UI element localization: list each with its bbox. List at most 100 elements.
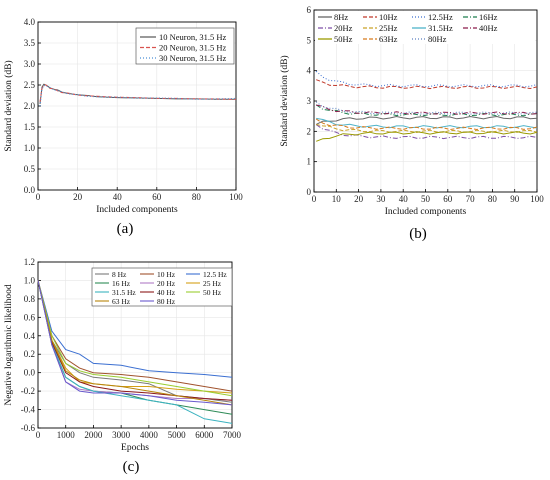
b-series-line-4 (315, 124, 538, 140)
c-legend-label-10: 80 Hz (157, 297, 176, 306)
c-legend-label-3: 16 Hz (112, 279, 131, 288)
b-legend-label-5: 25Hz (379, 23, 398, 33)
b-ytick-label-6: 6 (307, 5, 312, 15)
b-xtick-label-10: 100 (530, 194, 544, 204)
c-x-axis-label: Epochs (121, 443, 149, 453)
c-y-axis-label: Negative logarithmic likelihood (4, 284, 14, 406)
a-ytick-label-6: 3.0 (24, 59, 36, 69)
c-legend-label-1: 10 Hz (157, 270, 176, 279)
b-series-line-10 (315, 101, 538, 115)
c-xtick-label-0: 0 (36, 430, 41, 440)
c-legend-label-9: 63 Hz (112, 297, 131, 306)
c-series-line-8 (37, 280, 233, 397)
a-xtick-label-0: 0 (36, 192, 41, 202)
a-x-axis-label: Included components (96, 205, 178, 215)
b-xtick-label-3: 30 (376, 194, 386, 204)
c-panel-label: (c) (123, 459, 140, 475)
c-ytick-label-5: 0.4 (24, 331, 36, 341)
a-ytick-label-5: 2.5 (24, 80, 36, 90)
b-xtick-label-0: 0 (312, 194, 317, 204)
b-legend-label-9: 63Hz (379, 34, 398, 44)
a-ytick-label-0: 0.0 (24, 185, 36, 195)
b-series-line-9 (315, 118, 538, 131)
b-ytick-label-3: 3 (307, 96, 312, 106)
panel-b: 0 10 20 30 40 50 60 70 80 90 100 0 1 2 3 4 5 6 Included co… (279, 5, 544, 242)
c-series-line-9 (37, 280, 233, 406)
b-series-line-8 (316, 131, 538, 142)
c-legend-label-8: 50 Hz (203, 288, 222, 297)
a-panel-label: (a) (117, 221, 134, 237)
c-ytick-label-7: 0.8 (24, 294, 36, 304)
a-ytick-label-2: 1.0 (24, 143, 36, 153)
a-xtick-label-4: 80 (192, 192, 202, 202)
b-series-line-7 (316, 104, 538, 115)
b-xtick-label-9: 90 (510, 194, 520, 204)
c-ytick-label-8: 1.0 (24, 275, 36, 285)
b-legend-label-7: 40Hz (479, 23, 498, 33)
a-xtick-label-1: 20 (73, 192, 83, 202)
b-series-line-2 (315, 70, 538, 88)
b-series-line-1 (316, 79, 538, 90)
b-ytick-label-2: 2 (307, 126, 312, 136)
a-ytick-label-1: 0.5 (24, 164, 36, 174)
b-xtick-label-4: 40 (399, 194, 409, 204)
b-x-axis-label: Included components (385, 207, 467, 217)
b-xtick-label-2: 20 (354, 194, 364, 204)
b-xtick-label-7: 70 (466, 194, 476, 204)
c-series-line-7 (37, 280, 233, 401)
a-series-line-1 (39, 84, 237, 102)
a-ytick-label-7: 3.5 (24, 38, 36, 48)
a-ytick-label-8: 4.0 (24, 17, 36, 27)
c-legend-label-2: 12.5 Hz (203, 270, 227, 279)
c-series-line-1 (37, 280, 233, 392)
a-legend-label-2: 30 Neuron, 31.5 Hz (159, 53, 227, 63)
c-series-line-2 (37, 280, 233, 378)
b-legend-label-3: 16Hz (479, 12, 498, 22)
a-ytick-label-3: 1.5 (24, 122, 36, 132)
b-series-line-3 (315, 104, 538, 117)
c-xtick-label-2: 2000 (84, 430, 103, 440)
b-series-line-0 (315, 115, 538, 125)
c-legend-label-4: 20 Hz (157, 279, 176, 288)
b-y-axis-label: Standard deviation (dB) (279, 55, 290, 146)
c-legend-box (91, 267, 233, 307)
b-legend-label-2: 12.5Hz (428, 12, 453, 22)
a-y-axis-label: Standard deviation (dB) (3, 60, 14, 151)
c-xtick-label-1: 1000 (57, 430, 76, 440)
c-xtick-label-7: 7000 (223, 430, 242, 440)
b-ytick-label-1: 1 (307, 157, 312, 167)
c-xtick-label-5: 5000 (168, 430, 187, 440)
c-ytick-label-2: -0.2 (21, 386, 35, 396)
b-xtick-label-6: 60 (443, 194, 453, 204)
c-legend-label-6: 31.5 Hz (112, 288, 136, 297)
b-panel-label: (b) (409, 226, 427, 242)
c-ytick-label-9: 1.2 (24, 257, 35, 267)
b-legend-label-6: 31.5Hz (428, 23, 453, 33)
a-legend-label-1: 20 Neuron, 31.5 Hz (159, 43, 227, 53)
c-plot-frame (37, 261, 233, 429)
b-legend-label-10: 80Hz (428, 34, 447, 44)
c-ytick-label-4: 0.2 (24, 349, 35, 359)
c-ytick-label-0: -0.6 (21, 423, 36, 433)
c-xtick-label-6: 6000 (195, 430, 214, 440)
b-ytick-label-5: 5 (307, 35, 312, 45)
b-xtick-label-5: 50 (421, 194, 431, 204)
a-xtick-label-2: 40 (113, 192, 123, 202)
c-legend-label-7: 40 Hz (157, 288, 176, 297)
panel-a: 0 20 40 60 80 100 0.0 0.5 1.0 1.5 2.0 2.5 3.0 3.5 4.0 I… (3, 17, 243, 237)
b-xtick-label-1: 10 (332, 194, 342, 204)
c-series-line-10 (37, 280, 233, 406)
c-ytick-label-1: -0.4 (21, 405, 36, 415)
panel-c: 0 1000 2000 3000 4000 5000 6000 7000 -0.6 -0.4 -0.… (4, 257, 242, 475)
b-ytick-label-0: 0 (307, 187, 312, 197)
a-legend-label-0: 10 Neuron, 31.5 Hz (159, 32, 227, 42)
b-legend-label-0: 8Hz (334, 12, 348, 22)
a-series-line-2 (39, 84, 237, 107)
a-ytick-label-4: 2.0 (24, 101, 36, 111)
c-legend-label-5: 25 Hz (203, 279, 222, 288)
b-series-line-5 (316, 124, 538, 134)
c-legend-label-0: 8 Hz (112, 270, 127, 279)
a-xtick-label-5: 100 (229, 192, 243, 202)
b-legend-label-8: 50Hz (334, 34, 353, 44)
